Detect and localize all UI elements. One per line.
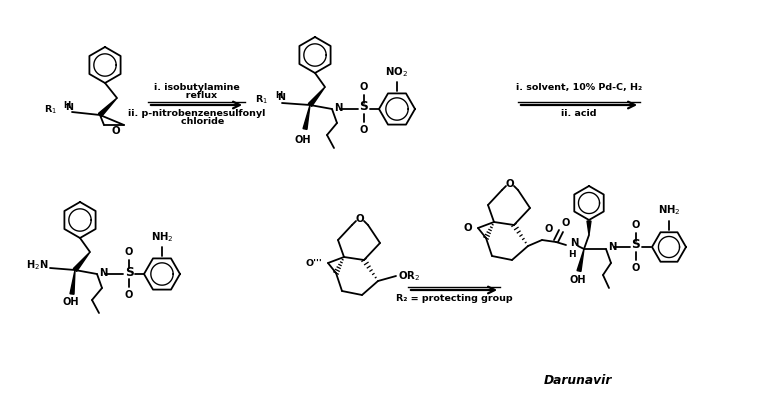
Text: NH$_2$: NH$_2$ (657, 203, 680, 217)
Text: O: O (632, 263, 641, 273)
Text: OR$_2$: OR$_2$ (398, 269, 420, 283)
Text: O: O (360, 125, 368, 135)
Text: ii. acid: ii. acid (561, 109, 597, 118)
Text: H: H (568, 250, 576, 259)
Text: O: O (356, 214, 364, 224)
Polygon shape (577, 249, 584, 271)
Text: N: N (99, 268, 108, 278)
Text: OH: OH (570, 275, 586, 285)
Text: H$_2$N: H$_2$N (25, 258, 48, 272)
Text: i. isobutylamine: i. isobutylamine (154, 83, 240, 92)
Text: S: S (631, 239, 641, 252)
Text: O: O (562, 218, 570, 228)
Text: NH$_2$: NH$_2$ (151, 230, 174, 244)
Text: N: N (608, 242, 617, 252)
Polygon shape (98, 98, 117, 117)
Text: O: O (125, 290, 133, 300)
Text: chloride: chloride (168, 117, 224, 126)
Text: R$_1$: R$_1$ (44, 104, 57, 116)
Text: S: S (359, 100, 369, 113)
Text: N: N (334, 103, 343, 113)
Text: O: O (360, 82, 368, 92)
Text: O: O (505, 179, 515, 189)
Text: O: O (111, 126, 121, 136)
Text: N: N (277, 92, 285, 102)
Text: O: O (125, 247, 133, 257)
Text: OH: OH (63, 297, 79, 307)
Polygon shape (73, 252, 90, 271)
Polygon shape (70, 270, 75, 294)
Text: O: O (463, 223, 472, 233)
Text: O: O (632, 220, 641, 230)
Text: H: H (276, 91, 283, 100)
Text: H: H (64, 101, 71, 110)
Text: ii. p-nitrobenzenesulfonyl: ii. p-nitrobenzenesulfonyl (127, 109, 265, 118)
Text: NO$_2$: NO$_2$ (386, 65, 409, 79)
Polygon shape (587, 221, 591, 235)
Text: O: O (545, 224, 553, 234)
Text: O''': O''' (305, 258, 322, 267)
Text: OH: OH (295, 135, 311, 145)
Text: R$_1$: R$_1$ (255, 94, 268, 106)
Polygon shape (308, 87, 325, 107)
Text: N: N (65, 102, 73, 111)
Text: N: N (570, 238, 578, 248)
Polygon shape (303, 105, 310, 130)
Text: S: S (124, 266, 134, 279)
Text: R₂ = protecting group: R₂ = protecting group (396, 294, 512, 303)
Text: Darunavir: Darunavir (544, 374, 612, 387)
Text: reflux: reflux (176, 90, 217, 100)
Text: i. solvent, 10% Pd-C, H₂: i. solvent, 10% Pd-C, H₂ (516, 83, 642, 92)
